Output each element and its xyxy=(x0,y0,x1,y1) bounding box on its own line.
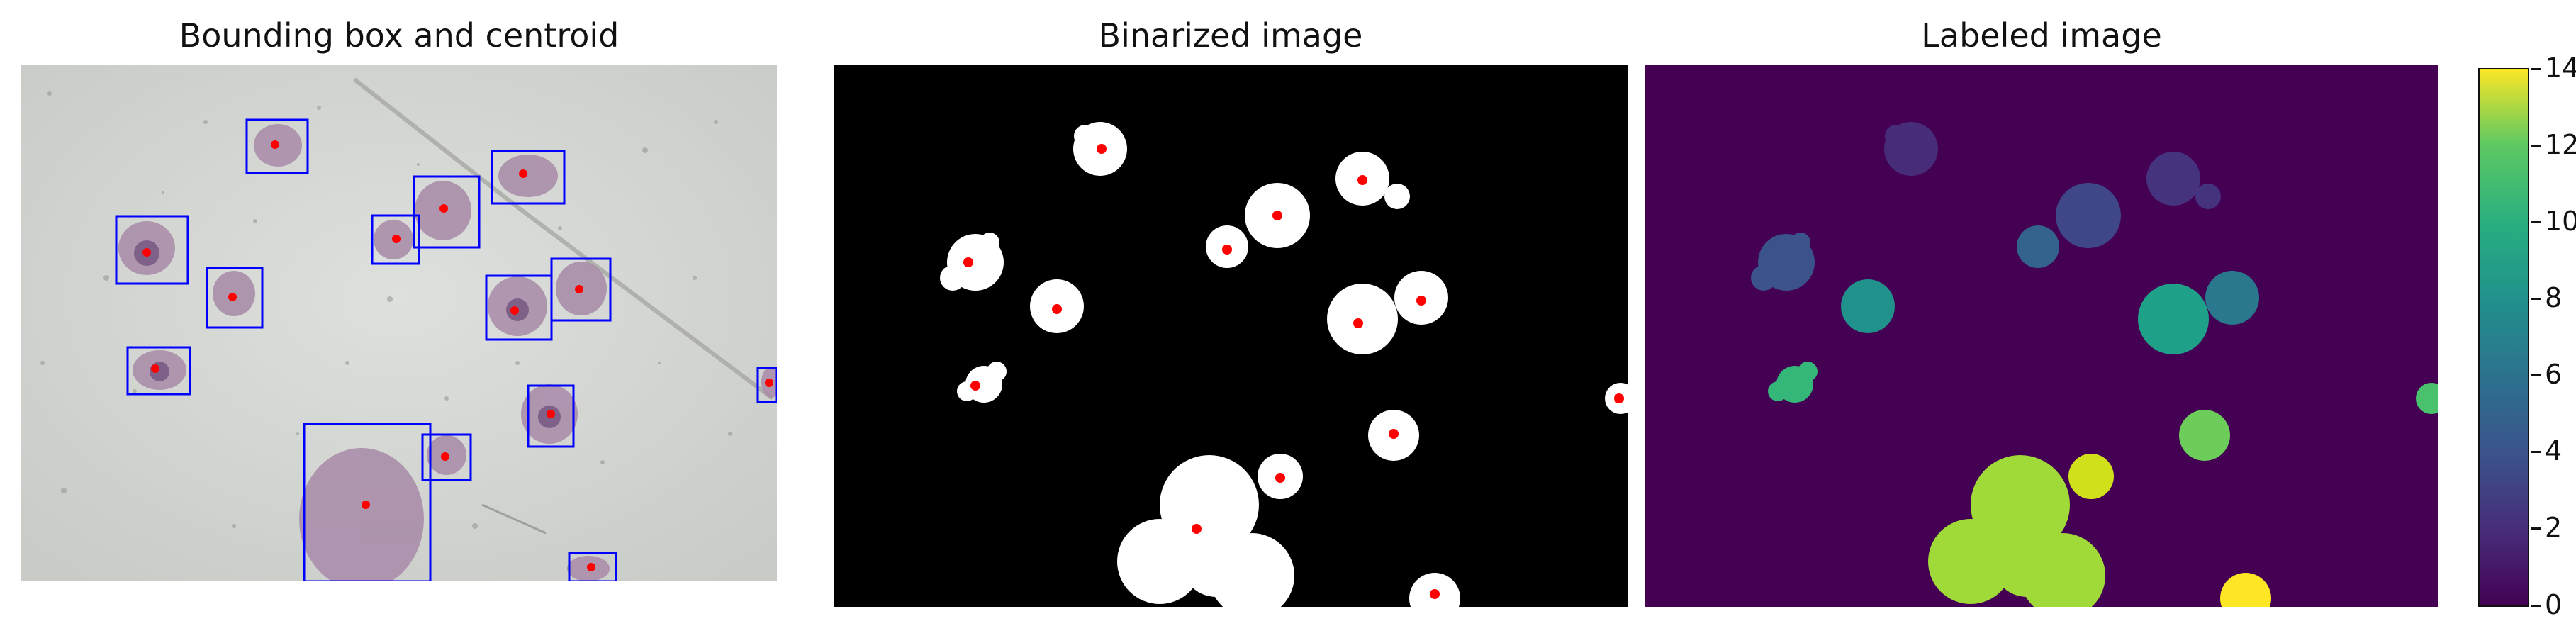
colorbar-label-14: 14 xyxy=(2545,52,2576,84)
colorbar xyxy=(2478,68,2529,607)
colorbar-tick-10 xyxy=(2531,221,2541,223)
colorbar-tick-2 xyxy=(2531,527,2541,530)
bbox-centroid-image xyxy=(21,65,777,581)
panel-title-binarized: Binarized image xyxy=(1098,16,1363,55)
colorbar-label-10: 10 xyxy=(2545,206,2576,237)
labeled-regions xyxy=(1751,122,2438,607)
centroids xyxy=(142,140,773,571)
colorbar-tick-8 xyxy=(2531,298,2541,300)
binarized-centroids xyxy=(963,144,1624,599)
panel-title-bbox: Bounding box and centroid xyxy=(179,16,620,55)
colorbar-label-6: 6 xyxy=(2545,359,2563,390)
colorbar-tick-14 xyxy=(2531,68,2541,70)
colorbar-label-4: 4 xyxy=(2545,435,2563,466)
colorbar-label-8: 8 xyxy=(2545,282,2563,313)
colorbar-tick-0 xyxy=(2531,605,2541,607)
binary-blobs xyxy=(940,122,1628,607)
colorbar-tick-4 xyxy=(2531,451,2541,453)
bounding-boxes xyxy=(115,118,777,581)
colorbar-label-2: 2 xyxy=(2545,512,2563,543)
binarized-image xyxy=(834,65,1628,607)
colorbar-tick-6 xyxy=(2531,374,2541,376)
panel-title-labeled: Labeled image xyxy=(1921,16,2162,55)
labeled-image xyxy=(1645,65,2438,607)
colorbar-label-12: 12 xyxy=(2545,129,2576,160)
colorbar-label-0: 0 xyxy=(2545,589,2563,620)
colorbar-tick-12 xyxy=(2531,145,2541,147)
